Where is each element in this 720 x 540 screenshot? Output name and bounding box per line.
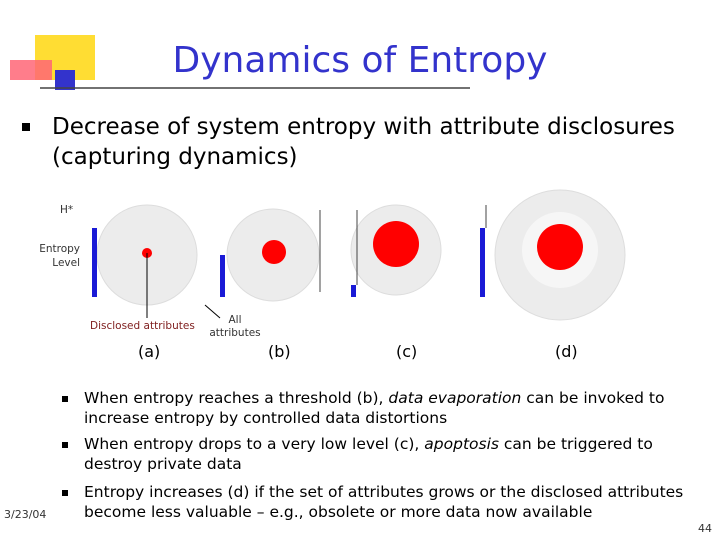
- bar-b: [220, 255, 225, 297]
- panel-label: (d): [555, 342, 578, 361]
- dot-c: [373, 221, 419, 267]
- text: Entropy increases (d) if the set of attr…: [84, 483, 684, 521]
- text: can be triggered to destroy private data: [84, 435, 653, 473]
- slide-title: Dynamics of Entropy: [172, 40, 548, 81]
- date: 3/23/04: [4, 508, 47, 521]
- sub-bullet: When entropy reaches a threshold (b), da…: [84, 388, 714, 428]
- pointer-b: [204, 304, 221, 319]
- bullet: [22, 123, 30, 131]
- bar-a: [92, 228, 97, 297]
- dot-d: [537, 224, 583, 270]
- panel-label: (c): [396, 342, 418, 361]
- all-attributes: All attributes: [209, 314, 261, 339]
- h-star: H*: [60, 204, 74, 216]
- bar-d: [480, 228, 485, 297]
- deco-blue: [55, 70, 75, 90]
- bar-c: [351, 285, 356, 297]
- bullet: [62, 442, 68, 448]
- main-bullet: Decrease of system entropy with attribut…: [52, 114, 675, 170]
- panel-label: (a): [138, 342, 161, 361]
- deco-red: [10, 60, 52, 80]
- page-number: 44: [698, 522, 712, 535]
- sub-bullet: When entropy drops to a very low level (…: [84, 434, 714, 474]
- sub-bullet: Entropy increases (d) if the set of attr…: [84, 482, 714, 522]
- text: When entropy reaches a threshold (b),: [84, 389, 389, 407]
- panel-label: (b): [268, 342, 291, 361]
- bullet: [62, 396, 68, 402]
- text: When entropy drops to a very low level (…: [84, 435, 425, 453]
- dot-b: [262, 240, 286, 264]
- disclosed-attributes: Disclosed attributes: [90, 320, 195, 332]
- text: can be invoked to increase entropy by co…: [84, 389, 665, 427]
- entropy-level: Entropy Level: [39, 243, 80, 269]
- emphasis: apoptosis: [424, 435, 499, 453]
- emphasis: data evaporation: [388, 389, 522, 407]
- bullet: [62, 490, 68, 496]
